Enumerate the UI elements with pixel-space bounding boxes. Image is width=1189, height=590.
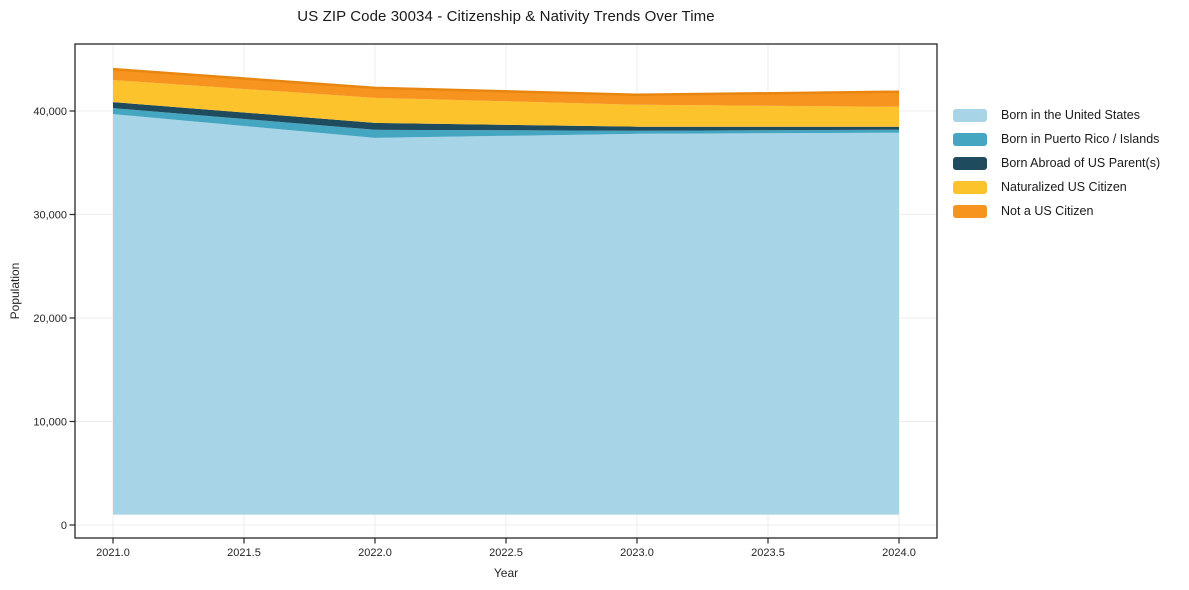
x-tick-label: 2023.5 — [751, 547, 785, 559]
x-axis-label: Year — [493, 566, 519, 580]
y-tick-label: 10,000 — [33, 417, 67, 429]
legend-label: Born in Puerto Rico / Islands — [1001, 132, 1160, 146]
area-series-1 — [113, 114, 899, 515]
y-tick-label: 20,000 — [33, 313, 67, 325]
area-series-5 — [113, 69, 899, 107]
legend-item-1: Born in the United States — [953, 103, 1160, 127]
legend-item-2: Born in Puerto Rico / Islands — [953, 127, 1160, 151]
legend-swatch — [953, 180, 987, 194]
y-tick-label: 0 — [61, 520, 67, 532]
area-series-2 — [113, 108, 899, 138]
x-tick-label: 2021.0 — [96, 547, 130, 559]
x-tick-label: 2023.0 — [620, 547, 654, 559]
legend-item-5: Not a US Citizen — [953, 199, 1160, 223]
legend-label: Born Abroad of US Parent(s) — [1001, 156, 1161, 170]
x-tick-label: 2021.5 — [227, 547, 261, 559]
legend-label: Naturalized US Citizen — [1001, 180, 1127, 194]
legend-swatch — [953, 204, 987, 218]
legend: Born in the United States Born in Puerto … — [953, 103, 1160, 223]
area-series-3 — [113, 102, 899, 131]
tick-labels: 2021.0 2021.5 2022.0 2022.5 2023.0 2023.5 2024… — [33, 106, 915, 559]
legend-item-3: Born Abroad of US Parent(s) — [953, 151, 1160, 175]
y-tick-label: 30,000 — [33, 210, 67, 222]
x-tick-label: 2024.0 — [882, 547, 916, 559]
area-series-4 — [113, 80, 899, 127]
legend-item-4: Naturalized US Citizen — [953, 175, 1160, 199]
chart-title: US ZIP Code 30034 - Citizenship & Nativi… — [297, 8, 715, 25]
legend-label: Born in the United States — [1001, 108, 1140, 122]
area-top-edge-5 — [112, 67, 900, 97]
legend-swatch — [953, 156, 987, 170]
y-axis-label: Population — [8, 262, 22, 320]
tick-marks — [69, 110, 900, 544]
legend-swatch — [953, 108, 987, 122]
legend-swatch — [953, 132, 987, 146]
x-tick-label: 2022.5 — [489, 547, 523, 559]
y-tick-label: 40,000 — [33, 106, 67, 118]
legend-label: Not a US Citizen — [1001, 204, 1094, 218]
stacked-areas — [112, 67, 900, 515]
x-tick-label: 2022.0 — [358, 547, 392, 559]
